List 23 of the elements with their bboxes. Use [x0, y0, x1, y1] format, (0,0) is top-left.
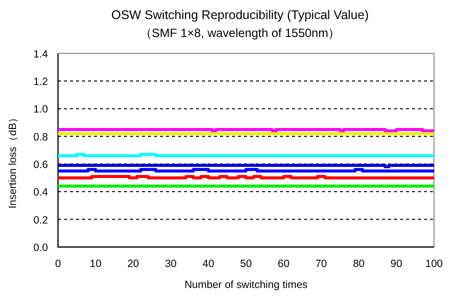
- x-tick-label: 80: [352, 258, 365, 270]
- x-axis-title: Number of switching times: [184, 279, 308, 291]
- chart-title: OSW Switching Reproducibility (Typical Value): [111, 8, 369, 22]
- y-tick-label: 0.0: [33, 242, 48, 254]
- y-tick-label: 1.2: [33, 76, 48, 88]
- y-tick-label: 0.4: [33, 186, 48, 199]
- x-tick-label: 40: [202, 258, 214, 270]
- y-tick-label: 1.0: [33, 104, 48, 116]
- x-tick-label: 10: [90, 258, 102, 270]
- chart-subtitle: （SMF 1×8, wavelength of 1550nm）: [140, 26, 340, 40]
- x-tick-label: 30: [164, 258, 177, 270]
- y-tick-label: 0.6: [33, 159, 48, 172]
- y-axis-title: Insertion loss（dB）: [7, 112, 19, 209]
- y-tick-label: 0.8: [33, 131, 48, 144]
- x-tick-label: 0: [55, 258, 62, 270]
- x-tick-label: 90: [390, 258, 402, 270]
- x-tick-label: 60: [278, 258, 290, 270]
- x-tick-label: 70: [315, 258, 328, 270]
- x-tick-label: 20: [127, 258, 140, 270]
- x-tick-label: 50: [240, 258, 252, 270]
- y-tick-label: 0.2: [33, 214, 48, 226]
- x-tick-label: 100: [425, 258, 443, 270]
- y-tick-label: 1.4: [33, 48, 48, 60]
